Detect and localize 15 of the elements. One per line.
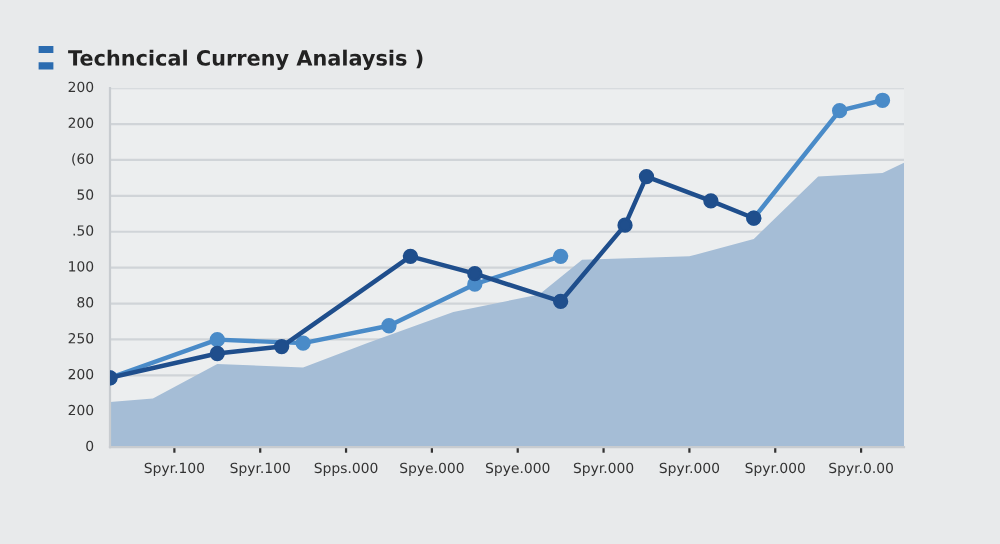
point: [617, 217, 633, 233]
point: [402, 248, 419, 265]
point: [638, 168, 655, 185]
chart-title: Techncical Curreny Analaysis ): [68, 49, 423, 70]
point: [874, 92, 891, 108]
point: [553, 248, 569, 265]
point: [831, 103, 848, 119]
point: [381, 318, 397, 334]
point: [209, 345, 225, 362]
point: [295, 335, 311, 351]
point: [703, 193, 719, 209]
point: [553, 293, 569, 310]
point: [274, 338, 290, 355]
point: [467, 266, 483, 282]
point: [209, 331, 225, 348]
